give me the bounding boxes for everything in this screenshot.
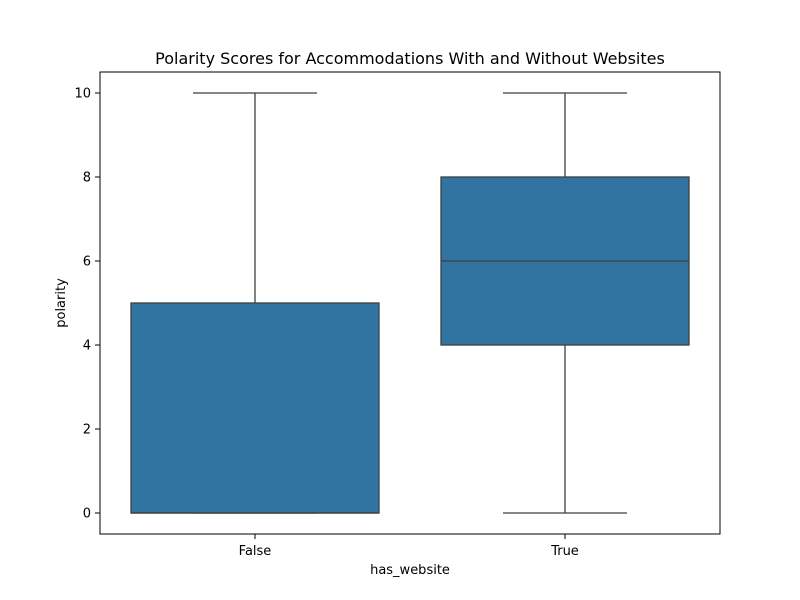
chart-title: Polarity Scores for Accommodations With …	[155, 49, 665, 68]
y-tick-label: 8	[83, 171, 91, 186]
y-axis: 0 2 4 6 8 10	[74, 87, 100, 522]
box-false	[130, 92, 380, 514]
x-tick-label: False	[239, 544, 272, 559]
iqr-box	[130, 302, 380, 514]
y-tick-label: 2	[83, 423, 91, 438]
y-tick-label: 0	[83, 507, 91, 522]
x-tick-label: True	[550, 544, 579, 559]
x-axis-label: has_website	[370, 563, 450, 578]
y-tick-label: 6	[83, 255, 91, 270]
plot-frame	[99, 71, 721, 535]
y-axis-label: polarity	[54, 278, 69, 328]
y-tick-label: 10	[74, 87, 91, 102]
plot-area	[130, 92, 690, 514]
y-tick-label: 4	[83, 339, 91, 354]
box-true	[440, 92, 690, 514]
x-axis: False True	[239, 534, 579, 559]
